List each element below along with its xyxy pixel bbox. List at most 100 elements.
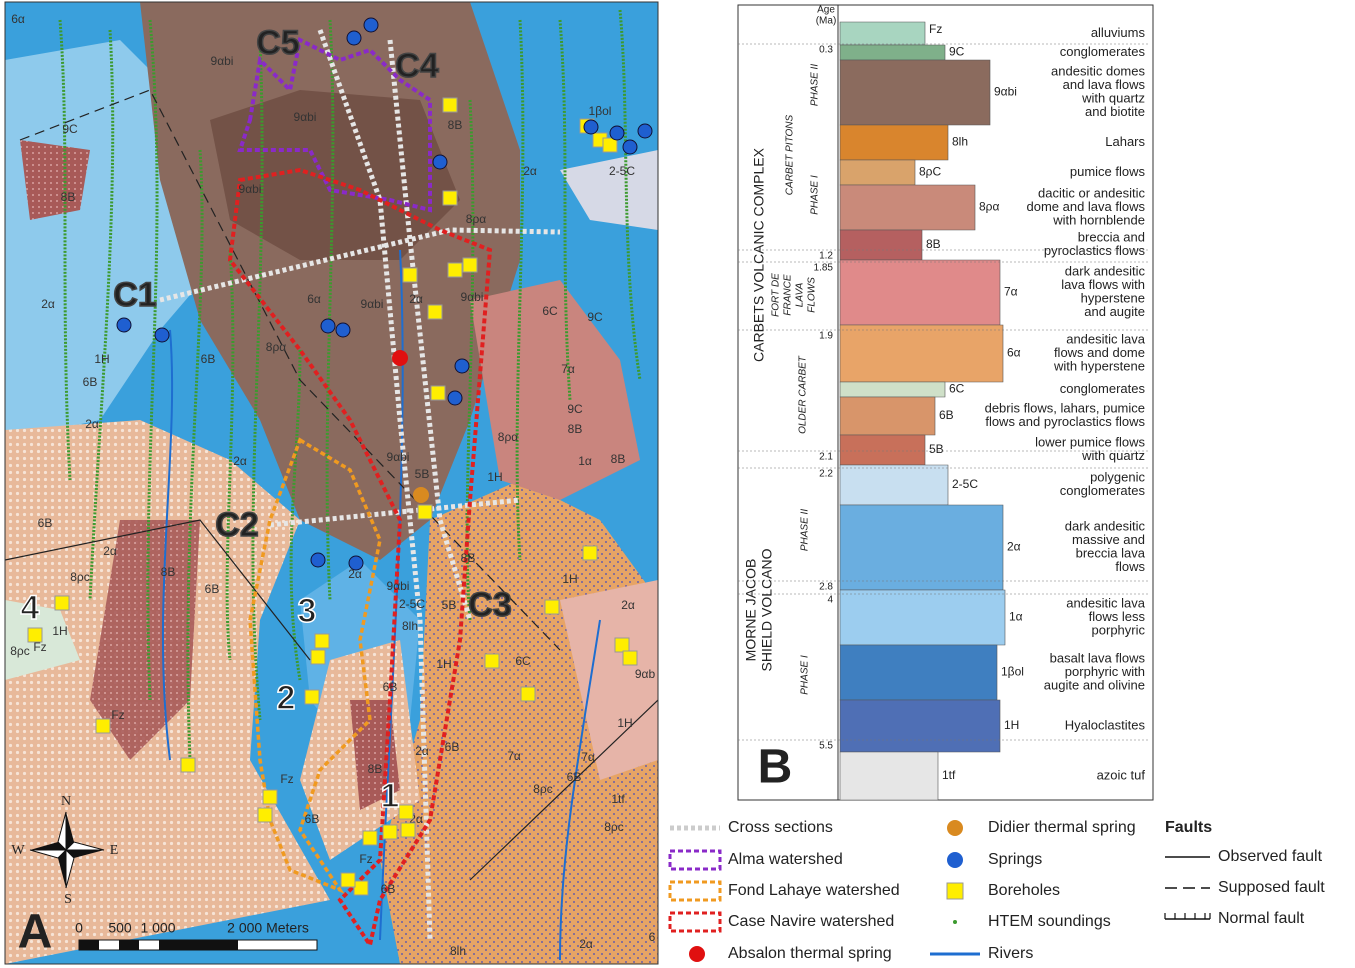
unit-code: 1H bbox=[1004, 718, 1019, 732]
unit-label: 8B bbox=[448, 118, 463, 132]
watershed-number: 3 bbox=[298, 592, 317, 630]
unit-code: 8B bbox=[926, 237, 941, 251]
unit-block bbox=[839, 124, 949, 161]
scale-label: 500 bbox=[108, 920, 132, 936]
group-label: MORNE JACOB bbox=[743, 559, 759, 662]
spring bbox=[335, 322, 351, 338]
borehole bbox=[27, 627, 43, 643]
unit-code: 6C bbox=[949, 382, 965, 396]
unit-label: 2α bbox=[579, 937, 593, 951]
fond-lahaye-watershed bbox=[248, 437, 382, 894]
unit-description: pumice flows bbox=[1070, 164, 1146, 179]
group-label: FORT DE bbox=[771, 273, 782, 317]
unit-description: pyroclastics flows bbox=[1044, 243, 1146, 258]
borehole bbox=[402, 267, 418, 283]
cross-section-label: C4 bbox=[395, 47, 439, 85]
unit-code: 1α bbox=[1009, 610, 1023, 624]
spring bbox=[609, 125, 625, 141]
borehole bbox=[54, 595, 70, 611]
group-label: PHASE II bbox=[800, 509, 811, 551]
unit-label: 6B bbox=[38, 516, 53, 530]
unit-label: 2α bbox=[523, 164, 537, 178]
cross-section-label: C2 bbox=[215, 506, 258, 544]
cross-section-label: C3 bbox=[468, 586, 511, 624]
unit-label: 6B bbox=[383, 680, 398, 694]
unit-label: 2-5C bbox=[609, 164, 635, 178]
unit-label: 9αb bbox=[635, 667, 656, 681]
unit-label: 5B bbox=[442, 598, 457, 612]
unit-label: 8ρα bbox=[466, 212, 487, 226]
unit-label: 9αbi bbox=[461, 290, 484, 304]
unit-label: 2α bbox=[233, 454, 247, 468]
unit-label: 9αbi bbox=[387, 450, 410, 464]
unit-label: 9C bbox=[62, 122, 78, 136]
spring bbox=[454, 358, 470, 374]
group-label: CARBET PITONS bbox=[785, 114, 796, 195]
unit-label: 2-5C bbox=[399, 597, 425, 611]
unit-label: 1H bbox=[52, 624, 67, 638]
legend-symbol bbox=[953, 920, 957, 924]
unit-code: 1tf bbox=[942, 768, 956, 782]
borehole bbox=[520, 686, 536, 702]
age-label: 5.5 bbox=[819, 741, 833, 752]
age-label: 4 bbox=[827, 595, 833, 606]
borehole bbox=[442, 190, 458, 206]
unit-description: hyperstene bbox=[1081, 291, 1145, 306]
unit-description: augite and olivine bbox=[1044, 677, 1145, 692]
unit-description: debris flows, lahars, pumice bbox=[985, 401, 1145, 416]
unit-label: 9αbi bbox=[239, 182, 262, 196]
unit-label: 6B bbox=[205, 582, 220, 596]
unit-label: 8ρc bbox=[533, 782, 553, 796]
unit-description: azoic tuf bbox=[1097, 767, 1146, 782]
north-arrow bbox=[29, 811, 105, 889]
unit-description: flows bbox=[1115, 559, 1145, 574]
unit-label: 6B bbox=[201, 352, 216, 366]
spring bbox=[116, 317, 132, 333]
absalon-spring bbox=[392, 350, 408, 366]
unit-label: 6C bbox=[515, 654, 531, 668]
unit-label: 2α bbox=[621, 598, 635, 612]
unit-label: 6B bbox=[381, 882, 396, 896]
unit-description: Hyaloclastites bbox=[1065, 717, 1146, 732]
unit-label: 1H bbox=[562, 572, 577, 586]
unit-description: dark andesitic bbox=[1065, 519, 1146, 534]
unit-label: 8ρc bbox=[604, 820, 624, 834]
borehole bbox=[304, 689, 320, 705]
unit-label: 6B bbox=[83, 375, 98, 389]
spring bbox=[154, 327, 170, 343]
legend-label: Didier thermal spring bbox=[988, 819, 1136, 836]
group-label: SHIELD VOLCANO bbox=[759, 548, 775, 671]
legend-symbol bbox=[668, 911, 722, 933]
legend-title: Faults bbox=[1165, 819, 1212, 836]
borehole bbox=[602, 137, 618, 153]
unit-description: dacitic or andesitic bbox=[1038, 185, 1145, 200]
unit-label: 7α bbox=[561, 362, 575, 376]
borehole bbox=[614, 637, 630, 653]
unit-description: lava flows with bbox=[1061, 277, 1145, 292]
unit-code: 8ρα bbox=[979, 200, 1000, 214]
group-label: OLDER CARBET bbox=[798, 355, 809, 434]
unit-description: and biotite bbox=[1085, 104, 1145, 119]
unit-description: breccia and bbox=[1078, 230, 1145, 245]
unit-description: andesitic lava bbox=[1066, 331, 1146, 346]
unit-label: 8B bbox=[368, 762, 383, 776]
unit-label: 7α bbox=[581, 750, 595, 764]
unit-label: 8ρc bbox=[10, 644, 30, 658]
unit-code: 5B bbox=[929, 442, 944, 456]
borehole bbox=[257, 807, 273, 823]
unit-label: 2α bbox=[409, 292, 423, 306]
unit-label: 6B bbox=[305, 812, 320, 826]
unit-description: flows less bbox=[1089, 609, 1146, 624]
unit-label: 9αbi bbox=[361, 297, 384, 311]
unit-label: 8B bbox=[61, 190, 76, 204]
unit-block bbox=[839, 259, 1001, 326]
unit-label: 8lh bbox=[450, 944, 466, 958]
unit-description: with quartz bbox=[1081, 91, 1145, 106]
unit-label: 2α bbox=[415, 744, 429, 758]
spring bbox=[432, 154, 448, 170]
age-label: 1.9 bbox=[819, 331, 833, 342]
unit-block bbox=[839, 21, 926, 46]
unit-description: Lahars bbox=[1105, 134, 1145, 149]
unit-label: 8lh bbox=[402, 619, 418, 633]
legend-label: Case Navire watershed bbox=[728, 913, 894, 930]
